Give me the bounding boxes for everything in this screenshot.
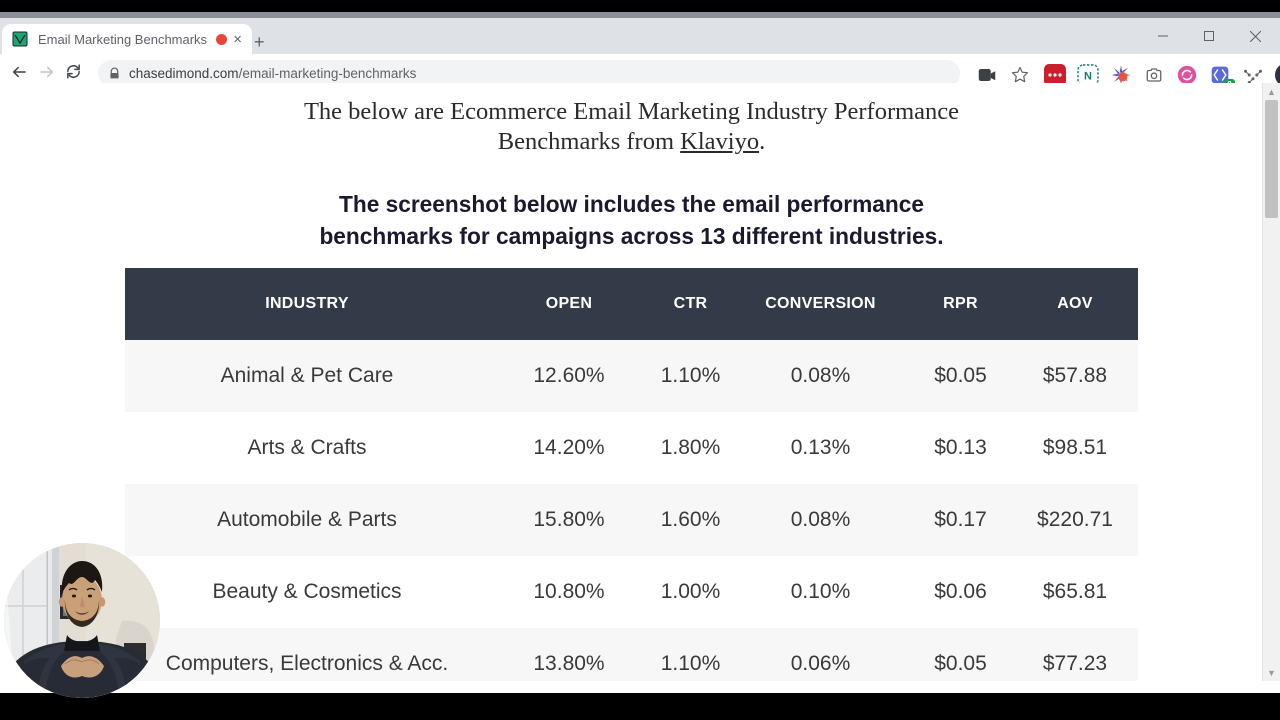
svg-text:N: N xyxy=(1084,71,1092,83)
